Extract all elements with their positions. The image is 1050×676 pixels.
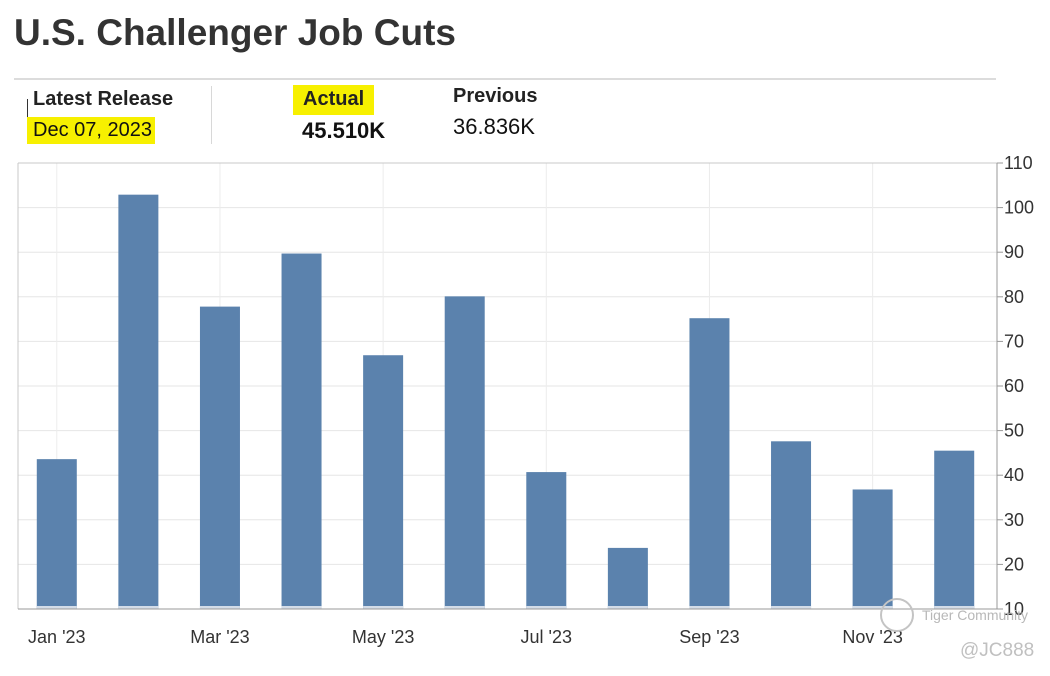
bar-Jun '23 [444,296,485,609]
tiger-logo-icon [880,598,914,632]
previous-label: Previous [453,85,538,107]
bar-Mar '23 [199,306,240,609]
bar-base-Sep '23 [689,606,730,609]
bar-Jul '23 [526,472,567,609]
bar-base-Dec '23 [934,606,975,609]
bar-base-Oct '23 [771,606,812,609]
watermark-user: @JC888 [960,640,1035,661]
bar-Nov '23 [852,489,893,609]
bar-base-Apr '23 [281,606,322,609]
bar-base-May '23 [363,606,404,609]
x-tick-label: Sep '23 [679,627,740,647]
y-tick-label: 70 [1004,331,1024,351]
x-tick-label: Mar '23 [190,627,249,647]
bar-Jan '23 [36,459,77,609]
x-axis: Jan '23 Mar '23 May '23 Jul '23 Sep '23 Nov '… [28,627,903,647]
bar-May '23 [363,355,404,609]
page-title: U.S. Challenger Job Cuts [14,12,457,53]
bar-base-Mar '23 [199,606,240,609]
chart-bars [36,194,975,609]
bar-Aug '23 [607,547,648,609]
y-tick-label: 100 [1004,198,1034,218]
bar-base-Aug '23 [607,606,648,609]
x-tick-label: Jan '23 [28,627,85,647]
y-tick-label: 10 [1004,599,1024,619]
actual-value: 45.510K [302,118,386,143]
bar-base-Jul '23 [526,606,567,609]
bar-base-Nov '23 [852,606,893,609]
bar-base-Jun '23 [444,606,485,609]
y-tick-label: 40 [1004,465,1024,485]
bar-Oct '23 [771,441,812,609]
bar-base-Jan '23 [36,606,77,609]
bar-Dec '23 [934,450,975,609]
actual-label: Actual [293,85,375,115]
bar-base-Feb '23 [118,606,159,609]
job-cuts-bar-chart: 10 20 30 40 50 60 70 80 90 100 110 Jan '23 Mar '23 M… [17,153,1034,647]
chart-frame [17,162,998,610]
x-tick-label: Nov '23 [842,627,902,647]
chart-grid [18,162,997,610]
y-tick-label: 30 [1004,510,1024,530]
y-tick-label: 110 [1004,153,1033,173]
y-tick-label: 80 [1004,287,1024,307]
y-tick-label: 60 [1004,376,1024,396]
y-axis: 10 20 30 40 50 60 70 80 90 100 110 [997,153,1034,619]
y-tick-label: 50 [1004,421,1024,441]
y-tick-label: 20 [1004,554,1024,574]
x-tick-label: May '23 [352,627,414,647]
bar-Apr '23 [281,253,322,609]
stat-divider [211,86,212,144]
x-tick-label: Jul '23 [521,627,572,647]
latest-release-label: Latest Release [33,88,174,110]
latest-release-date: Dec 07, 2023 [27,117,155,144]
previous-value: 36.836K [453,114,535,139]
header-divider [14,78,996,80]
y-tick-label: 90 [1004,242,1024,262]
bar-Feb '23 [118,194,159,609]
bar-Sep '23 [689,318,730,609]
watermark-brand: Tiger Community [922,607,1029,623]
